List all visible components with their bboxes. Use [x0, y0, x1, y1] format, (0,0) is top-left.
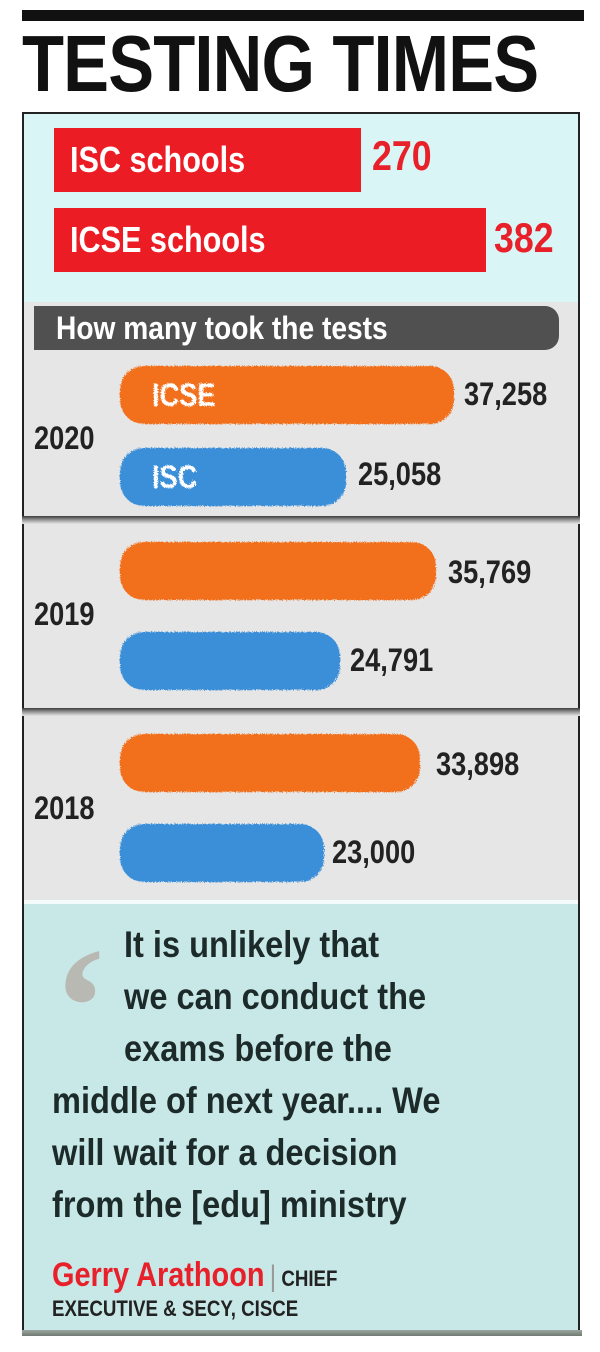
section-header-text: How many took the tests [56, 310, 388, 346]
quote-mark-icon: ‘ [52, 913, 109, 1101]
icse-schools-bar: ICSE schools [54, 208, 486, 272]
isc-bar-2018 [120, 824, 324, 882]
quote-author-role-cont: EXECUTIVE & SECY, CISCE [52, 1296, 299, 1321]
icse-value-2020: 37,258 [464, 376, 548, 412]
isc-bar-2020: ISC [120, 448, 346, 506]
quote-box: ‘ It is unlikely that we can conduct the… [24, 900, 578, 1336]
year-label-2019: 2019 [34, 596, 95, 632]
quote-author-name: Gerry Arathoon [52, 1256, 265, 1294]
isc-schools-value: 270 [372, 132, 432, 179]
isc-schools-bar: ISC schools [54, 128, 361, 192]
icse-value-2018: 33,898 [436, 746, 520, 782]
schools-section: ISC schools 270 ICSE schools 382 [24, 114, 578, 302]
quote-line: from the [edu] ministry [52, 1184, 407, 1225]
isc-value-2018: 23,000 [332, 834, 416, 870]
isc-value-2020: 25,058 [358, 456, 442, 492]
isc-legend-label: ISC [152, 459, 198, 495]
chart-title: TESTING TIMES [22, 19, 539, 108]
icse-schools-label: ICSE schools [70, 219, 266, 260]
year-label-2018: 2018 [34, 790, 95, 826]
isc-bar-2019 [120, 632, 340, 690]
isc-value-2019: 24,791 [350, 642, 434, 678]
icse-legend-label: ICSE [152, 377, 216, 413]
quote-byline: Gerry Arathoon | CHIEF [52, 1256, 337, 1295]
divider [22, 708, 580, 716]
frame-bottom-rule [22, 1330, 582, 1336]
quote-line: It is unlikely that [124, 924, 380, 965]
icse-schools-value: 382 [494, 214, 554, 261]
quote-line: we can conduct the [124, 976, 427, 1017]
byline-separator: | [269, 1260, 277, 1293]
icse-bar-2020: ICSE [120, 366, 454, 424]
divider [22, 516, 580, 524]
isc-schools-label: ISC schools [70, 139, 246, 180]
top-rule [22, 10, 584, 21]
icse-value-2019: 35,769 [448, 554, 532, 590]
year-label-2020: 2020 [34, 420, 95, 456]
quote-line: middle of next year.... We [52, 1080, 441, 1121]
quote-author-role: CHIEF [281, 1266, 338, 1291]
quote-line: will wait for a decision [52, 1132, 398, 1173]
infographic-frame: ISC schools 270 ICSE schools 382 How man… [22, 112, 580, 1336]
quote-line: exams before the [124, 1028, 392, 1069]
icse-bar-2019 [120, 542, 436, 600]
section-header: How many took the tests [34, 306, 559, 350]
icse-bar-2018 [120, 734, 420, 792]
